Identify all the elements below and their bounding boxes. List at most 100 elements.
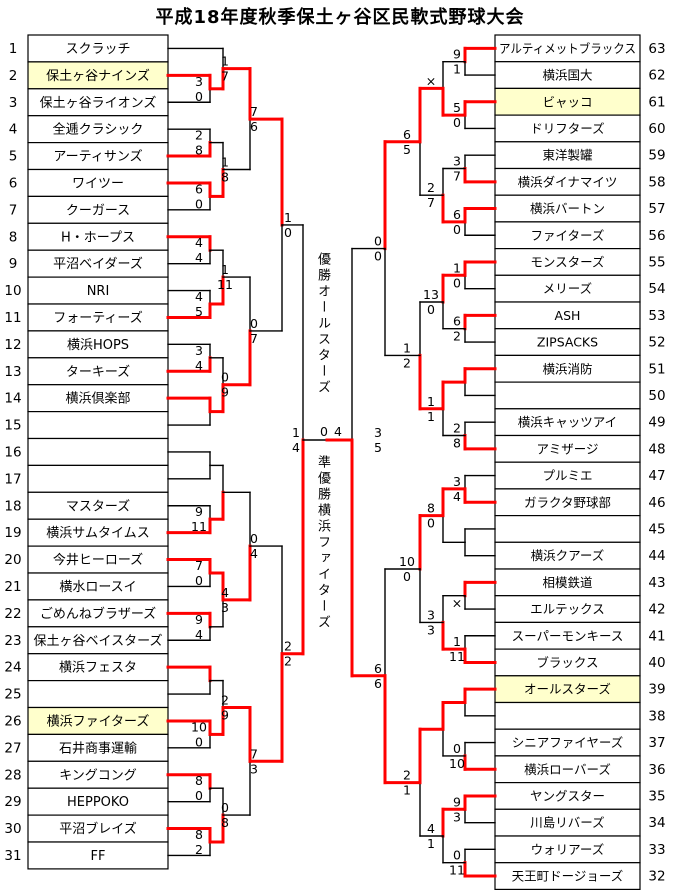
seed-number: 20 bbox=[4, 552, 21, 568]
team-name: ウォリアーズ bbox=[531, 842, 605, 857]
seed-number: 29 bbox=[4, 794, 21, 810]
seed-number: 49 bbox=[648, 415, 665, 431]
champion-label: 優勝 bbox=[315, 252, 330, 284]
score-bottom: 0 bbox=[453, 222, 461, 237]
score-bottom: 11 bbox=[191, 519, 207, 534]
score-top: 2 bbox=[403, 768, 411, 783]
team-box bbox=[27, 195, 169, 224]
team-name: キングコング bbox=[59, 768, 137, 783]
team-name: 相模鉄道 bbox=[542, 575, 593, 590]
team-box bbox=[494, 781, 641, 810]
score-top: 9 bbox=[453, 47, 461, 62]
empty-team-box bbox=[27, 679, 169, 709]
seed-number: 53 bbox=[648, 308, 665, 324]
score-bottom: 4 bbox=[292, 440, 300, 455]
seed-number: 39 bbox=[648, 682, 665, 698]
team-name: フォーティーズ bbox=[53, 310, 143, 326]
team-name: 横浜ローバーズ bbox=[524, 762, 611, 777]
score-bottom: 1 bbox=[427, 836, 435, 851]
score-top: 0 bbox=[221, 800, 229, 815]
score-top: 4 bbox=[195, 235, 203, 250]
team-name: ガラクタ野球部 bbox=[524, 495, 611, 510]
team-name: 横浜国大 bbox=[542, 68, 592, 83]
team-box bbox=[494, 568, 641, 597]
seed-number: 18 bbox=[4, 498, 21, 514]
score-top: 0 bbox=[250, 531, 258, 546]
seed-number: 56 bbox=[648, 228, 665, 244]
team-name: ヤングスター bbox=[530, 788, 605, 803]
score-bottom: 1 bbox=[427, 409, 435, 424]
score-bottom: 2 bbox=[403, 355, 411, 370]
seed-number: 46 bbox=[648, 495, 665, 511]
seed-number: 16 bbox=[4, 444, 21, 460]
team-name: H・ホープス bbox=[61, 230, 135, 245]
team-name: FF bbox=[91, 849, 106, 864]
score-bottom: 11 bbox=[449, 649, 465, 664]
score-bottom: 10 bbox=[449, 756, 465, 771]
team-name: メリーズ bbox=[543, 281, 592, 296]
team-name: 横浜キャッツアイ bbox=[518, 415, 617, 430]
score-top: 4 bbox=[195, 289, 203, 304]
seed-number: 34 bbox=[648, 815, 665, 831]
score-bottom: 4 bbox=[453, 489, 461, 504]
runner-up-name: 横浜ファイターズ bbox=[315, 503, 330, 631]
score-top: 13 bbox=[423, 287, 439, 302]
team-box bbox=[494, 328, 641, 357]
team-name: 横浜消防 bbox=[542, 361, 592, 376]
team-name: 東洋製罐 bbox=[542, 148, 593, 163]
team-box bbox=[27, 572, 169, 601]
score-top: 8 bbox=[195, 773, 203, 788]
team-name: ファイターズ bbox=[531, 228, 605, 243]
score-top: 6 bbox=[453, 314, 461, 329]
team-box bbox=[494, 274, 641, 303]
score-bottom: 3 bbox=[427, 622, 435, 637]
empty-team-box bbox=[27, 411, 169, 440]
score-bottom: 0 bbox=[453, 115, 461, 130]
team-name: クーガース bbox=[66, 203, 130, 218]
score-bottom: 0 bbox=[195, 573, 203, 588]
empty-team-box bbox=[494, 514, 641, 543]
seed-number: 21 bbox=[4, 579, 21, 595]
team-name: 平沼ベイダーズ bbox=[53, 256, 143, 272]
score-top: 7 bbox=[195, 558, 203, 573]
empty-team-box bbox=[27, 464, 169, 493]
score-bottom: 3 bbox=[250, 761, 258, 776]
seed-number: 48 bbox=[648, 441, 665, 457]
score-top: 3 bbox=[195, 74, 203, 89]
team-box bbox=[27, 787, 169, 816]
team-box bbox=[27, 357, 169, 386]
seed-number: 11 bbox=[4, 310, 21, 326]
seed-number: 58 bbox=[648, 174, 665, 190]
team-name: 横浜フェスタ bbox=[59, 661, 137, 676]
team-box bbox=[494, 675, 641, 704]
score-top: 0 bbox=[453, 741, 461, 756]
score-bottom: 3 bbox=[453, 809, 461, 824]
seed-number: 28 bbox=[4, 767, 21, 783]
score-top: 2 bbox=[195, 128, 203, 143]
seed-number: 41 bbox=[648, 628, 665, 644]
team-name: マスターズ bbox=[66, 498, 130, 514]
seed-number: 60 bbox=[648, 121, 665, 137]
score-top: 2 bbox=[427, 180, 435, 195]
score-top: 2 bbox=[453, 421, 461, 436]
team-name: ごめんねブラザーズ bbox=[40, 606, 156, 622]
seed-number: 24 bbox=[4, 660, 21, 676]
score-bottom: 4 bbox=[195, 627, 203, 642]
score-bottom: 7 bbox=[221, 69, 229, 84]
score-bottom: 5 bbox=[403, 142, 411, 157]
score-top: 1 bbox=[221, 54, 229, 69]
seed-number: 5 bbox=[9, 149, 18, 165]
score-bottom: 8 bbox=[195, 143, 203, 158]
team-name: 横浜ダイナマイツ bbox=[518, 174, 618, 189]
score-top: 3 bbox=[427, 607, 435, 622]
team-name: 横浜クアーズ bbox=[531, 548, 605, 563]
seed-number: 35 bbox=[648, 788, 665, 804]
score-bottom: 4 bbox=[250, 546, 258, 561]
seed-number: 7 bbox=[9, 202, 18, 218]
seed-number: 62 bbox=[648, 68, 665, 84]
team-name: ASH bbox=[555, 308, 581, 323]
team-box bbox=[27, 168, 169, 197]
score-top: 1 bbox=[427, 394, 435, 409]
